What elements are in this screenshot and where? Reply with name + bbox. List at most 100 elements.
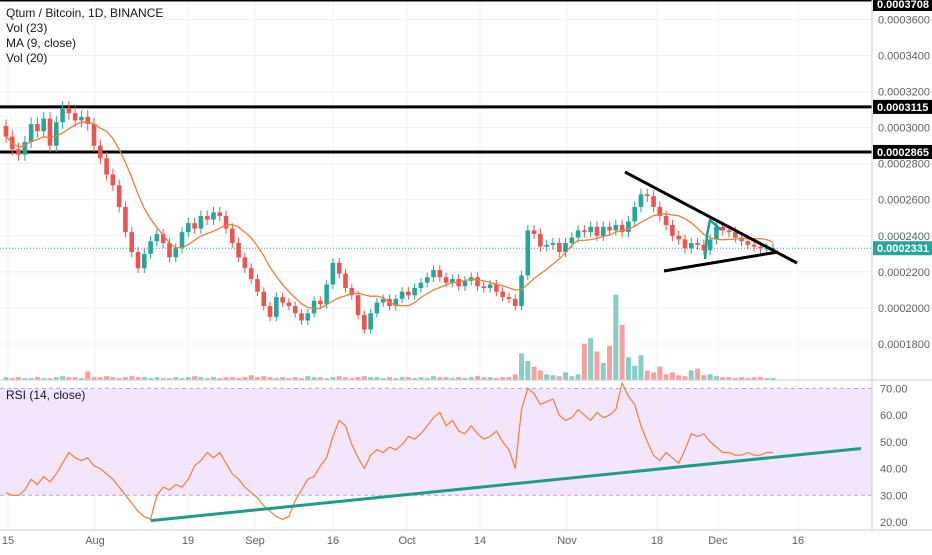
volume-bar-90 [569, 376, 575, 380]
candle-body-70 [443, 277, 449, 283]
candle-75 [475, 272, 480, 291]
candle-42 [267, 301, 273, 322]
volume-bar-57 [361, 376, 367, 380]
candle-body-116 [732, 232, 738, 238]
candle-23 [148, 236, 153, 259]
candle-body-31 [198, 215, 204, 229]
legend-symbol[interactable]: Qtum / Bitcoin, 1D, BINANCE [6, 6, 164, 20]
candle-98 [619, 219, 625, 238]
volume-bar-50 [317, 377, 323, 380]
candle-37 [236, 237, 241, 263]
candle-40 [255, 274, 260, 297]
volume-bar-12 [78, 378, 84, 380]
price-badge-bg-2 [873, 144, 932, 159]
candle-35 [223, 210, 229, 234]
candle-33 [211, 206, 216, 225]
candle-25 [160, 228, 166, 249]
candle-79 [500, 287, 505, 302]
candle-47 [299, 309, 304, 325]
candle-body-118 [745, 241, 751, 245]
x-tick-label-10: 16 [792, 535, 804, 547]
candle-94 [594, 221, 600, 241]
volume-bar-38 [242, 377, 248, 380]
candle-55 [349, 283, 355, 300]
candle-29 [186, 217, 191, 238]
candle-59 [374, 298, 380, 318]
volume-bar-55 [349, 378, 355, 380]
volume-bar-37 [236, 378, 242, 380]
volume-bar-20 [129, 376, 135, 380]
candle-67 [424, 272, 430, 288]
volume-bar-4 [28, 378, 34, 380]
candle-body-14 [91, 124, 97, 146]
candle-body-91 [575, 230, 581, 238]
candle-body-93 [588, 226, 593, 233]
volume-bar-33 [210, 377, 216, 380]
volume-bar-43 [273, 378, 279, 380]
price-tick-label-1: 0.0003400 [878, 51, 930, 63]
candle-body-54 [343, 273, 348, 289]
rsi-line [5, 381, 773, 521]
price-badge-label-3: 0.0002331 [877, 243, 929, 255]
legend-volume-23[interactable]: Vol (23) [6, 21, 48, 35]
x-tick-label-4: 16 [327, 535, 339, 547]
candle-body-79 [500, 291, 505, 298]
candle-body-94 [594, 226, 600, 236]
price-tick-label-0: 0.0003600 [878, 14, 930, 26]
candle-2 [16, 143, 21, 161]
volume-bar-75 [475, 376, 481, 380]
volume-bar-101 [638, 355, 644, 380]
candle-30 [192, 217, 197, 234]
candle-body-111 [701, 244, 707, 251]
volume-bar-103 [651, 372, 657, 380]
candle-7 [47, 112, 53, 152]
candle-body-45 [286, 302, 292, 307]
rsi-tick-label-3: 40.00 [880, 464, 908, 476]
candle-body-40 [255, 279, 260, 292]
candle-76 [481, 281, 487, 293]
volume-bar-67 [424, 378, 430, 380]
volume-bar-52 [330, 377, 336, 380]
candle-body-26 [167, 242, 172, 258]
volume-bar-13 [85, 371, 91, 380]
volume-bar-7 [47, 378, 53, 380]
legend-ma[interactable]: MA (9, close) [6, 36, 77, 50]
candle-39 [248, 263, 254, 284]
candle-34 [217, 206, 223, 222]
candle-body-17 [110, 174, 116, 186]
candle-body-57 [362, 315, 367, 330]
candle-body-64 [406, 291, 411, 296]
candle-body-4 [28, 124, 34, 143]
volume-bar-60 [380, 378, 386, 380]
volume-bar-54 [342, 377, 348, 380]
candle-body-110 [695, 242, 700, 245]
candle-body-30 [192, 223, 197, 229]
price-badge-bg-3 [873, 241, 932, 256]
volume-bar-47 [298, 378, 304, 380]
volume-bar-56 [355, 377, 361, 380]
volume-bar-114 [720, 377, 726, 380]
rsi-legend[interactable]: RSI (14, close) [6, 388, 86, 402]
x-tick-label-8: 18 [651, 535, 663, 547]
price-tick-label-7: 0.0002200 [878, 267, 930, 279]
price-tick-label-3: 0.0003000 [878, 123, 930, 135]
candle-93 [588, 221, 593, 238]
x-tick-label-5: Oct [398, 535, 415, 547]
volume-bar-17 [110, 377, 116, 380]
candle-86 [544, 239, 549, 252]
candle-14 [91, 117, 97, 152]
candle-body-43 [274, 297, 279, 317]
volume-bar-36 [229, 377, 235, 380]
candle-body-107 [676, 235, 681, 240]
volume-bar-69 [437, 377, 443, 380]
candle-body-38 [242, 257, 248, 269]
price-tick-label-5: 0.0002600 [878, 195, 930, 207]
candle-body-6 [41, 118, 47, 132]
candle-body-36 [230, 228, 235, 243]
legend-volume-20[interactable]: Vol (20) [6, 51, 48, 65]
x-tick-label-2: 19 [182, 535, 194, 547]
candle-111 [701, 239, 707, 256]
candle-102 [644, 188, 650, 202]
volume-bar-22 [141, 377, 147, 380]
